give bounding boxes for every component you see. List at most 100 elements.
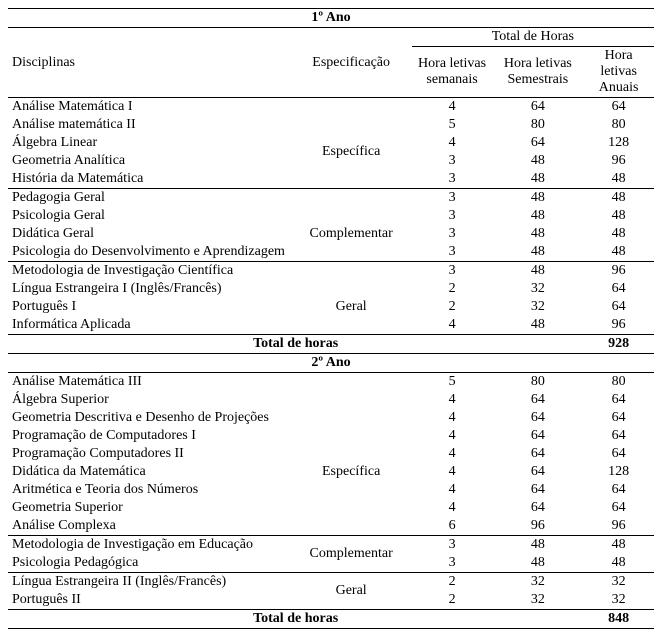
hours-weekly: 3: [412, 170, 493, 189]
spec-label: Geral: [291, 262, 412, 335]
spec-label-text: Específica: [295, 126, 408, 160]
discipline-name: História da Matemática: [8, 170, 291, 189]
discipline-name: Aritmética e Teoria dos Números: [8, 481, 291, 499]
hours-semester: 96: [492, 517, 583, 536]
year-title: 2º Ano: [8, 354, 654, 373]
spec-label: Geral: [291, 573, 412, 610]
hours-semester: 48: [492, 225, 583, 243]
hours-weekly: 3: [412, 536, 493, 555]
discipline-name: Língua Estrangeira I (Inglês/Francês): [8, 280, 291, 298]
hours-semester: 64: [492, 98, 583, 117]
hours-weekly: 3: [412, 262, 493, 281]
discipline-name: Português I: [8, 298, 291, 316]
hours-annual: 48: [583, 207, 654, 225]
header-semanais: Hora letivas semanais: [412, 47, 493, 98]
header-especificacao: Especificação: [291, 28, 412, 98]
discipline-name: Pedagogia Geral: [8, 189, 291, 208]
hours-weekly: 2: [412, 298, 493, 316]
hours-annual: 64: [583, 391, 654, 409]
hours-weekly: 4: [412, 463, 493, 481]
spec-label-text: Geral: [295, 281, 408, 315]
hours-weekly: 4: [412, 391, 493, 409]
hours-weekly: 4: [412, 316, 493, 335]
hours-weekly: 2: [412, 280, 493, 298]
discipline-name: Psicologia do Desenvolvimento e Aprendiz…: [8, 243, 291, 262]
hours-annual: 80: [583, 373, 654, 392]
hours-weekly: 4: [412, 445, 493, 463]
hours-weekly: 3: [412, 554, 493, 573]
hours-semester: 48: [492, 262, 583, 281]
hours-weekly: 5: [412, 116, 493, 134]
hours-semester: 32: [492, 280, 583, 298]
hours-annual: 96: [583, 517, 654, 536]
hours-semester: 48: [492, 243, 583, 262]
hours-annual: 80: [583, 116, 654, 134]
hours-annual: 48: [583, 225, 654, 243]
hours-annual: 64: [583, 445, 654, 463]
hours-weekly: 2: [412, 573, 493, 592]
hours-semester: 64: [492, 463, 583, 481]
hours-semester: 64: [492, 391, 583, 409]
discipline-name: Análise matemática II: [8, 116, 291, 134]
discipline-name: Análise Complexa: [8, 517, 291, 536]
discipline-name: Geometria Superior: [8, 499, 291, 517]
header-anuais: Hora letivas Anuais: [583, 47, 654, 98]
discipline-name: Análise Matemática III: [8, 373, 291, 392]
hours-semester: 64: [492, 481, 583, 499]
spec-label: Específica: [291, 98, 412, 189]
hours-semester: 64: [492, 445, 583, 463]
discipline-name: Álgebra Superior: [8, 391, 291, 409]
hours-semester: 80: [492, 116, 583, 134]
hours-annual: 48: [583, 170, 654, 189]
hours-weekly: 4: [412, 499, 493, 517]
hours-annual: 64: [583, 98, 654, 117]
hours-annual: 128: [583, 134, 654, 152]
discipline-name: Informática Aplicada: [8, 316, 291, 335]
discipline-name: Geometria Analítica: [8, 152, 291, 170]
hours-semester: 48: [492, 207, 583, 225]
discipline-name: Psicologia Geral: [8, 207, 291, 225]
hours-semester: 80: [492, 373, 583, 392]
header-semestrais: Hora letivas Semestrais: [492, 47, 583, 98]
hours-weekly: 3: [412, 243, 493, 262]
hours-annual: 96: [583, 152, 654, 170]
discipline-name: Geometria Descritiva e Desenho de Projeç…: [8, 409, 291, 427]
hours-annual: 48: [583, 536, 654, 555]
hours-annual: 48: [583, 243, 654, 262]
header-total-horas: Total de Horas: [412, 28, 654, 47]
spec-label-text: Específica: [295, 428, 408, 480]
spec-label-text: Geral: [295, 583, 408, 599]
hours-semester: 64: [492, 499, 583, 517]
total-label: Total de horas: [8, 335, 583, 354]
hours-semester: 48: [492, 170, 583, 189]
discipline-name: Álgebra Linear: [8, 134, 291, 152]
hours-semester: 48: [492, 536, 583, 555]
hours-weekly: 4: [412, 481, 493, 499]
hours-annual: 48: [583, 189, 654, 208]
header-disciplinas: Disciplinas: [8, 28, 291, 98]
hours-weekly: 5: [412, 373, 493, 392]
total-label: Total de horas: [8, 610, 583, 629]
hours-weekly: 4: [412, 409, 493, 427]
hours-weekly: 3: [412, 189, 493, 208]
hours-annual: 64: [583, 481, 654, 499]
discipline-name: Psicologia Pedagógica: [8, 554, 291, 573]
hours-annual: 32: [583, 591, 654, 610]
hours-annual: 64: [583, 280, 654, 298]
hours-weekly: 3: [412, 207, 493, 225]
hours-weekly: 4: [412, 427, 493, 445]
hours-semester: 64: [492, 427, 583, 445]
hours-annual: 64: [583, 427, 654, 445]
hours-semester: 32: [492, 573, 583, 592]
hours-semester: 32: [492, 591, 583, 610]
hours-semester: 64: [492, 409, 583, 427]
hours-weekly: 4: [412, 134, 493, 152]
spec-label: Específica: [291, 373, 412, 536]
hours-weekly: 3: [412, 225, 493, 243]
hours-annual: 64: [583, 499, 654, 517]
hours-annual: 96: [583, 262, 654, 281]
hours-semester: 32: [492, 298, 583, 316]
hours-semester: 48: [492, 554, 583, 573]
hours-weekly: 3: [412, 152, 493, 170]
hours-semester: 64: [492, 134, 583, 152]
